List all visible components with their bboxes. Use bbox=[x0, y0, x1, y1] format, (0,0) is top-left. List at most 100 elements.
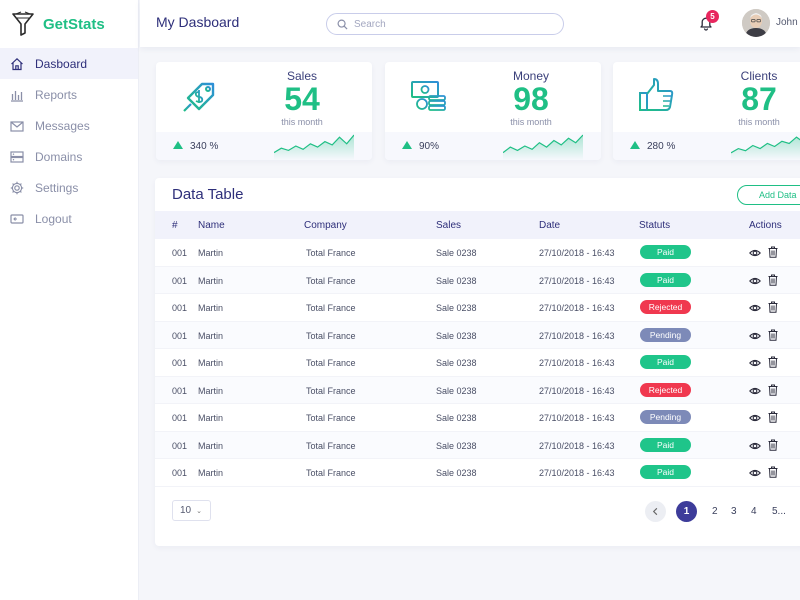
eye-icon[interactable] bbox=[749, 275, 761, 287]
server-icon bbox=[10, 150, 24, 164]
table-row: 001 Martin Total France Sale 0238 27/10/2018… bbox=[155, 431, 800, 459]
eye-icon[interactable] bbox=[749, 330, 761, 342]
column-header-date[interactable]: Date bbox=[539, 220, 561, 231]
cell-date: 27/10/2018 - 16:43 bbox=[539, 468, 615, 478]
cell-company: Total France bbox=[306, 468, 356, 478]
sparkline-line bbox=[731, 136, 800, 154]
cell-id: 001 bbox=[172, 275, 188, 286]
stat-card-sales: Sales 54 this month 340 % bbox=[156, 62, 372, 160]
status-badge: Pending bbox=[640, 327, 691, 342]
cell-name: Martin bbox=[198, 468, 224, 478]
sidebar-item-messages[interactable]: Messages bbox=[0, 110, 138, 141]
add-data-button[interactable]: Add Data bbox=[737, 185, 800, 205]
brand-logo[interactable]: GetStats bbox=[0, 0, 138, 48]
sidebar-item-logout[interactable]: Logout bbox=[0, 203, 138, 234]
sidebar-item-label: Reports bbox=[35, 87, 78, 102]
trash-icon[interactable] bbox=[768, 246, 778, 258]
trash-icon[interactable] bbox=[768, 301, 778, 313]
eye-icon[interactable] bbox=[749, 357, 761, 369]
funnel-logo-icon bbox=[12, 11, 34, 36]
money-icon bbox=[409, 76, 449, 116]
pagination-page[interactable]: 2 bbox=[712, 506, 718, 517]
status-badge: Rejected bbox=[640, 382, 691, 397]
sidebar-item-reports[interactable]: Reports bbox=[0, 79, 138, 110]
cell-company: Total France bbox=[306, 303, 356, 313]
user-name[interactable]: John bbox=[776, 17, 798, 28]
avatar[interactable] bbox=[742, 9, 770, 37]
cell-date: 27/10/2018 - 16:43 bbox=[539, 330, 615, 341]
column-header-status[interactable]: Statuts bbox=[639, 220, 671, 231]
eye-icon[interactable] bbox=[749, 467, 761, 479]
table-row: 001 Martin Total France Sale 0238 27/10/2018… bbox=[155, 349, 800, 377]
eye-icon[interactable] bbox=[749, 302, 761, 314]
cell-date: 27/10/2018 - 16:43 bbox=[539, 275, 615, 286]
cell-id: 001 bbox=[172, 330, 188, 341]
cell-name: Martin bbox=[198, 275, 224, 286]
pagination-page[interactable]: 5... bbox=[772, 506, 786, 517]
trash-icon[interactable] bbox=[768, 329, 778, 341]
sidebar-item-dashboard[interactable]: Dasboard bbox=[0, 48, 138, 79]
cell-sales: Sale 0238 bbox=[436, 248, 477, 258]
column-header-sales[interactable]: Sales bbox=[436, 220, 462, 231]
user-avatar-icon bbox=[742, 9, 770, 37]
eye-icon[interactable] bbox=[749, 440, 761, 452]
rows-per-page-select[interactable]: 10 ⌄ bbox=[172, 500, 211, 521]
card-subtitle: this month bbox=[281, 117, 323, 127]
sparkline-line bbox=[274, 134, 354, 154]
pagination-page[interactable]: 3 bbox=[731, 506, 737, 517]
chevron-left-icon bbox=[652, 507, 658, 516]
trend-up-icon bbox=[173, 141, 183, 149]
cell-company: Total France bbox=[306, 413, 356, 423]
cell-date: 27/10/2018 - 16:43 bbox=[539, 303, 615, 313]
trash-icon[interactable] bbox=[768, 466, 778, 478]
table-body: 001 Martin Total France Sale 0238 27/10/2018… bbox=[155, 239, 800, 487]
status-badge: Rejected bbox=[640, 300, 691, 314]
card-footer: 90% bbox=[385, 132, 601, 160]
card-subtitle: this month bbox=[510, 117, 552, 127]
sidebar-item-label: Settings bbox=[35, 180, 79, 195]
stat-card-money: Money 98 this month 90% bbox=[385, 62, 601, 160]
eye-icon[interactable] bbox=[749, 247, 761, 259]
sidebar-item-domains[interactable]: Domains bbox=[0, 141, 138, 172]
search-box[interactable] bbox=[326, 13, 564, 35]
cell-sales: Sale 0238 bbox=[436, 413, 477, 423]
column-header-name[interactable]: Name bbox=[198, 220, 225, 231]
pagination-page-current[interactable]: 1 bbox=[676, 501, 697, 522]
trash-icon[interactable] bbox=[768, 274, 778, 286]
eye-icon[interactable] bbox=[749, 385, 761, 397]
price-tag-icon bbox=[180, 76, 220, 116]
table-row: 001 Martin Total France Sale 0238 27/10/2018… bbox=[155, 294, 800, 322]
eye-icon[interactable] bbox=[749, 412, 761, 424]
card-value: 54 bbox=[284, 81, 320, 117]
cell-id: 001 bbox=[172, 413, 188, 423]
table-row: 001 Martin Total France Sale 0238 27/10/2018… bbox=[155, 239, 800, 267]
column-header-id[interactable]: # bbox=[172, 220, 178, 231]
pagination-page[interactable]: 4 bbox=[751, 506, 757, 517]
brand-name-part1: Get bbox=[43, 15, 69, 33]
cell-name: Martin bbox=[198, 440, 224, 451]
rows-per-page-value: 10 bbox=[180, 505, 192, 516]
sidebar-item-label: Dasboard bbox=[35, 56, 88, 71]
trash-icon[interactable] bbox=[768, 439, 778, 451]
cell-id: 001 bbox=[172, 440, 188, 451]
trash-icon[interactable] bbox=[768, 411, 778, 423]
trash-icon[interactable] bbox=[768, 384, 778, 396]
cell-date: 27/10/2018 - 16:43 bbox=[539, 440, 615, 451]
brand-name: GetStats bbox=[43, 16, 105, 33]
pagination-prev-button[interactable] bbox=[645, 501, 666, 522]
card-change: 280 % bbox=[647, 141, 676, 152]
cell-id: 001 bbox=[172, 248, 188, 258]
cell-id: 001 bbox=[172, 468, 188, 478]
logout-icon bbox=[10, 212, 24, 226]
sparkline bbox=[731, 136, 800, 160]
status-badge: Paid bbox=[640, 272, 691, 287]
status-badge: Paid bbox=[640, 437, 691, 452]
cell-date: 27/10/2018 - 16:43 bbox=[539, 358, 615, 368]
sidebar-item-settings[interactable]: Settings bbox=[0, 172, 138, 203]
search-input[interactable] bbox=[354, 18, 554, 30]
column-header-company[interactable]: Company bbox=[304, 220, 347, 231]
cell-sales: Sale 0238 bbox=[436, 330, 477, 341]
card-label: Sales bbox=[286, 69, 318, 83]
cell-name: Martin bbox=[198, 248, 224, 258]
trash-icon[interactable] bbox=[768, 356, 778, 368]
